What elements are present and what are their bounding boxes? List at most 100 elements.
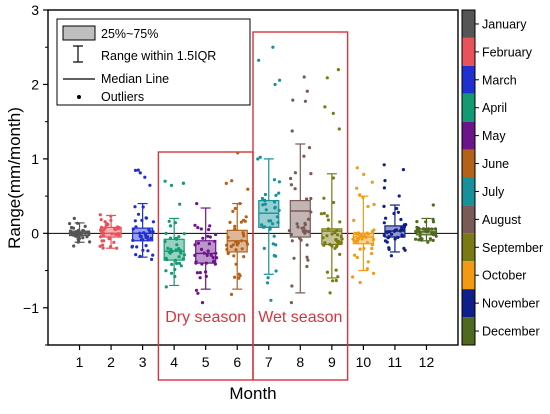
data-point — [393, 237, 397, 241]
data-point — [199, 227, 203, 231]
data-point — [226, 251, 230, 255]
data-point — [323, 241, 327, 245]
data-point — [225, 247, 229, 252]
data-point — [336, 233, 340, 237]
data-point — [366, 204, 370, 209]
data-point — [229, 292, 234, 296]
data-point — [213, 262, 217, 266]
data-point — [200, 262, 204, 266]
data-point — [273, 82, 277, 87]
y-tick-label: 3 — [31, 2, 39, 18]
data-point — [433, 227, 437, 231]
data-point — [141, 205, 145, 209]
data-point — [182, 253, 186, 257]
data-point — [337, 127, 341, 131]
data-point — [242, 218, 246, 222]
data-point — [196, 241, 200, 245]
x-axis-label: Month — [229, 384, 276, 403]
data-point — [72, 244, 76, 248]
color-swatch — [462, 289, 475, 318]
y-tick-label: −1 — [23, 300, 39, 316]
data-point — [149, 236, 153, 240]
data-point — [177, 255, 181, 259]
data-point — [340, 237, 344, 241]
color-swatch — [462, 37, 475, 66]
color-bar-frame — [461, 9, 476, 346]
data-point — [272, 200, 277, 204]
data-point — [148, 183, 152, 187]
data-point — [277, 208, 281, 212]
y-tick-label: 1 — [31, 151, 39, 167]
data-point — [263, 225, 267, 229]
data-point — [273, 205, 277, 209]
data-point — [303, 223, 307, 227]
data-point — [431, 220, 436, 224]
x-tick-label: 3 — [139, 354, 147, 370]
y-tick-label: 2 — [31, 76, 39, 92]
data-point — [141, 248, 145, 252]
data-point — [207, 228, 211, 232]
data-point — [323, 105, 327, 109]
data-point — [261, 203, 265, 207]
data-point — [242, 234, 246, 238]
data-point — [134, 225, 138, 229]
data-point — [145, 235, 150, 239]
data-point — [392, 211, 396, 216]
data-point — [319, 212, 323, 216]
data-point — [401, 168, 405, 172]
data-point — [362, 246, 366, 251]
data-point — [302, 154, 306, 158]
data-point — [358, 280, 362, 285]
data-point — [225, 243, 229, 247]
data-point — [85, 235, 89, 239]
color-label: March — [482, 73, 517, 87]
data-point — [177, 235, 181, 239]
data-point — [115, 246, 119, 250]
data-point — [177, 247, 181, 251]
data-point — [333, 231, 337, 235]
data-point — [165, 258, 169, 262]
data-point — [272, 178, 277, 182]
data-point — [174, 248, 178, 252]
data-point — [231, 209, 235, 213]
data-point — [290, 129, 294, 133]
data-point — [193, 243, 197, 247]
data-point — [416, 226, 420, 230]
data-point — [68, 222, 72, 226]
data-point — [268, 226, 272, 230]
data-point — [83, 224, 87, 228]
data-point — [414, 237, 418, 241]
data-point — [365, 241, 369, 245]
data-point — [147, 228, 151, 232]
data-point — [224, 181, 228, 185]
color-label: November — [482, 297, 540, 311]
data-point — [209, 253, 213, 257]
color-label: January — [482, 17, 527, 31]
data-point — [109, 218, 113, 222]
x-tick-label: 2 — [107, 354, 115, 370]
color-label: September — [482, 241, 543, 255]
data-point — [173, 274, 177, 279]
data-point — [296, 225, 300, 229]
data-point — [352, 218, 356, 222]
data-point — [339, 241, 343, 245]
data-point — [287, 229, 291, 233]
data-point — [173, 267, 177, 272]
color-swatch — [462, 317, 475, 345]
data-point — [307, 146, 312, 150]
data-point — [199, 247, 204, 251]
data-point — [117, 233, 121, 237]
x-tick-label: 11 — [388, 354, 403, 370]
data-point — [289, 301, 293, 305]
data-point — [151, 253, 155, 257]
data-point — [325, 234, 329, 238]
data-point — [366, 260, 370, 264]
data-point — [68, 229, 73, 233]
data-point — [256, 157, 260, 161]
data-point — [169, 183, 174, 187]
data-point — [238, 274, 242, 278]
data-point — [201, 236, 205, 240]
data-point — [370, 243, 375, 247]
data-point — [195, 202, 199, 206]
data-point — [322, 211, 326, 215]
